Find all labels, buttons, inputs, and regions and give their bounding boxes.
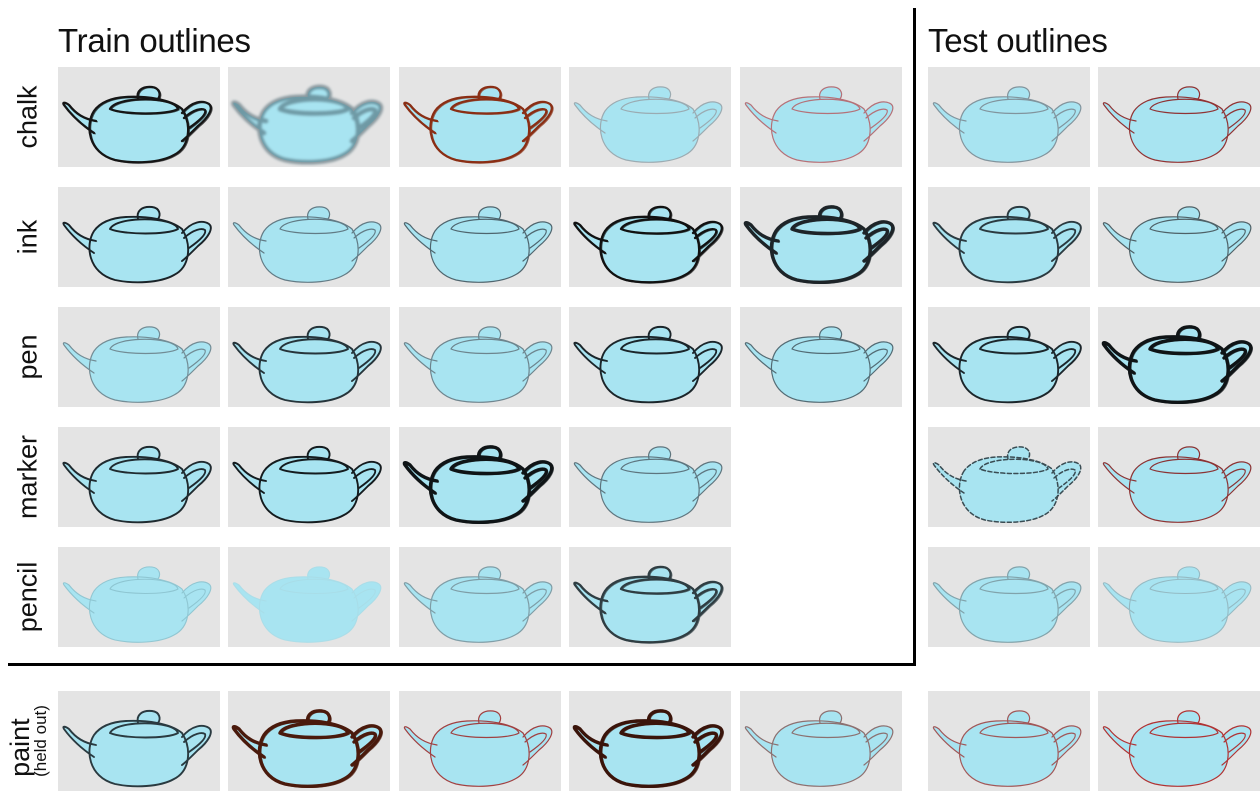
train-tile-marker-4 [569,427,731,527]
teapot-drawing [932,86,1082,163]
teapot-drawing [62,445,212,524]
teapot-drawing [573,565,724,644]
teapot-drawing [1102,710,1252,787]
teapot-drawing [231,709,383,789]
train-tile-ink-3 [399,187,561,287]
row-label-text: pen [12,334,43,380]
test-tile-ink-1 [928,187,1090,287]
teapot-drawing [403,710,553,787]
test-outlines-heading: Test outlines [928,22,1108,59]
test-tile-chalk-2 [1098,67,1260,167]
teapot-drawing [932,446,1082,524]
test-tile-chalk-1 [928,67,1090,167]
teapot-drawing [932,710,1082,787]
teapot-drawing [573,205,724,284]
test-tile-ink-2 [1098,187,1260,287]
train-tile-pencil-1 [58,547,220,647]
teapot-drawing [573,86,723,163]
teapot-drawing [62,205,212,284]
train-tile-pencil-3 [399,547,561,647]
teapot-drawing [232,445,382,524]
teapot-drawing [573,446,723,523]
train-tile-pen-4 [569,307,731,407]
teapot-drawing [403,326,553,403]
train-tile-pen-1 [58,307,220,407]
teapot-drawing [62,566,212,643]
train-tile-pencil-2 [228,547,390,647]
teapot-drawing [744,86,894,163]
teapot-drawing [62,326,212,403]
teapot-drawing [232,566,382,643]
test-tile-pen-1 [928,307,1090,407]
train-tile-paint-2 [228,691,390,791]
train-tile-pen-3 [399,307,561,407]
teapot-drawing [231,84,384,165]
test-tile-marker-2 [1098,427,1260,527]
train-tile-chalk-1 [58,67,220,167]
test-tile-marker-1 [928,427,1090,527]
row-label-text: marker [12,434,43,520]
teapot-drawing [932,325,1082,404]
test-tile-pencil-2 [1098,547,1260,647]
test-tile-pen-2 [1098,307,1260,407]
train-tile-pen-2 [228,307,390,407]
teapot-drawing [1102,86,1252,163]
train-tile-pencil-4 [569,547,731,647]
teapot-drawing [232,325,382,404]
teapot-drawing [1101,325,1253,405]
teapot-drawing [62,709,212,788]
teapot-drawing [743,205,895,285]
train-tile-paint-4 [569,691,731,791]
train-tile-ink-5 [740,187,902,287]
train-tile-marker-1 [58,427,220,527]
test-tile-paint-2 [1098,691,1260,791]
teapot-drawing [744,710,894,787]
train-tile-paint-5 [740,691,902,791]
teapot-drawing [402,445,554,525]
row-sublabel-text: (held out) [31,705,50,777]
train-tile-pen-5 [740,307,902,407]
teapot-drawing [232,206,382,283]
teapot-drawing [932,205,1082,284]
train-tile-ink-1 [58,187,220,287]
train-tile-ink-4 [569,187,731,287]
test-tile-pencil-1 [928,547,1090,647]
teapot-drawing [573,325,723,404]
teapot-drawing [932,566,1082,643]
train-tile-ink-2 [228,187,390,287]
train-outlines-heading: Train outlines [58,22,251,59]
train-tile-paint-3 [399,691,561,791]
row-label-text: pencil [12,561,43,633]
teapot-drawing [572,709,724,789]
train-tile-chalk-5 [740,67,902,167]
row-label-text: chalk [12,85,43,149]
vertical-divider [913,8,916,666]
test-tile-paint-1 [928,691,1090,791]
teapot-drawing [403,206,553,283]
train-tile-chalk-2 [228,67,390,167]
train-tile-marker-2 [228,427,390,527]
horizontal-divider [8,663,916,666]
teapot-drawing [403,566,553,643]
teapot-drawing [403,85,554,164]
train-tile-paint-1 [58,691,220,791]
teapot-drawing [62,85,213,164]
teapot-drawing [1102,446,1252,523]
teapot-drawing [1102,566,1252,643]
row-label-text: ink [12,219,43,255]
train-tile-chalk-4 [569,67,731,167]
teapot-drawing [744,326,894,403]
teapot-drawing [1102,206,1252,283]
train-tile-chalk-3 [399,67,561,167]
train-tile-marker-3 [399,427,561,527]
